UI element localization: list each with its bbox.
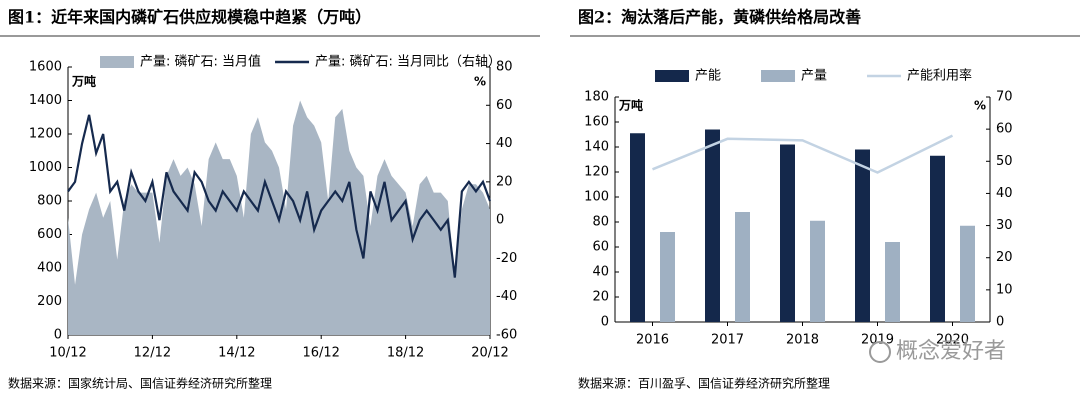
y2-tick-label: 10 <box>996 282 1013 297</box>
watermark: 概念爱好者 <box>896 339 1006 364</box>
y-tick-label: 100 <box>584 190 609 205</box>
legend-swatch <box>100 56 134 68</box>
y2-unit: % <box>474 75 486 89</box>
bar <box>810 220 825 322</box>
y2-tick-label: 0 <box>996 315 1004 330</box>
y-tick-label: 400 <box>37 261 62 276</box>
bar <box>780 144 795 322</box>
y-tick-label: 180 <box>584 90 609 105</box>
y-tick-label: 1200 <box>29 127 62 142</box>
legend-label: 产量 <box>801 69 827 84</box>
legend-label: 产能利用率 <box>907 68 972 84</box>
y2-tick-label: 20 <box>996 250 1013 265</box>
y2-tick-label: -40 <box>496 289 517 304</box>
chart-title: 图2：淘汰落后产能，黄磷供给格局改善 <box>578 8 861 27</box>
y2-tick-label: 50 <box>996 154 1013 169</box>
x-tick-label: 18/12 <box>387 346 424 361</box>
y2-tick-label: 40 <box>996 186 1013 201</box>
y-tick-label: 80 <box>592 215 609 230</box>
y2-tick-label: 20 <box>496 174 513 189</box>
y-tick-label: 200 <box>37 294 62 309</box>
bar <box>735 212 750 322</box>
y2-tick-label: -60 <box>496 328 517 343</box>
y-tick-label: 0 <box>54 328 62 343</box>
x-tick-label: 2017 <box>711 333 744 348</box>
line <box>652 134 954 174</box>
bar <box>660 232 675 322</box>
y-unit: 万吨 <box>71 74 96 89</box>
legend-label: 产能 <box>695 69 721 84</box>
y2-unit: % <box>974 99 986 113</box>
x-tick-label: 2020 <box>936 333 969 348</box>
y-unit: 万吨 <box>618 98 643 113</box>
y-tick-label: 40 <box>592 265 609 280</box>
bar <box>855 149 870 322</box>
x-tick-label: 20/12 <box>471 346 508 361</box>
y-tick-label: 1600 <box>29 60 62 75</box>
x-tick-label: 14/12 <box>218 346 255 361</box>
y2-tick-label: 60 <box>496 98 513 113</box>
legend-swatch <box>761 70 796 82</box>
legend-label: 产量: 磷矿石: 当月同比（右轴） <box>315 55 501 70</box>
y-tick-label: 0 <box>601 315 609 330</box>
watermark-icon <box>869 341 891 363</box>
y-tick-label: 20 <box>592 290 609 305</box>
y2-tick-label: 30 <box>996 218 1013 233</box>
bar <box>930 155 945 322</box>
bar <box>705 129 720 322</box>
y-tick-label: 60 <box>592 240 609 255</box>
x-tick-label: 16/12 <box>302 346 339 361</box>
bar <box>630 133 645 322</box>
y-tick-label: 600 <box>37 227 62 242</box>
y-tick-label: 800 <box>37 194 62 209</box>
y2-tick-label: -20 <box>496 251 517 266</box>
legend-label: 产量: 磷矿石: 当月值 <box>140 54 261 70</box>
y-tick-label: 160 <box>584 115 609 130</box>
line <box>67 114 492 278</box>
y2-tick-label: 40 <box>496 136 513 151</box>
x-tick-label: 2019 <box>861 333 894 348</box>
y-tick-label: 120 <box>584 165 609 180</box>
bar <box>885 242 900 322</box>
x-tick-label: 2018 <box>786 333 819 348</box>
y2-tick-label: 70 <box>996 90 1013 105</box>
legend-swatch <box>655 70 689 82</box>
y2-tick-label: 80 <box>496 60 513 75</box>
y2-tick-label: 0 <box>496 213 504 228</box>
source: 数据来源：国家统计局、国信证券经济研究所整理 <box>8 376 272 391</box>
bar <box>960 225 975 322</box>
x-tick-label: 10/12 <box>49 346 86 361</box>
x-tick-label: 12/12 <box>134 346 171 361</box>
y-tick-label: 1000 <box>29 160 62 175</box>
source: 数据来源：百川盈孚、国信证券经济研究所整理 <box>578 376 830 391</box>
y2-tick-label: 60 <box>996 122 1013 137</box>
y-tick-label: 140 <box>584 140 609 155</box>
chart-title: 图1：近年来国内磷矿石供应规模稳中趋紧（万吨） <box>8 8 371 27</box>
y-tick-label: 1400 <box>29 93 62 108</box>
x-tick-label: 2016 <box>636 333 669 348</box>
